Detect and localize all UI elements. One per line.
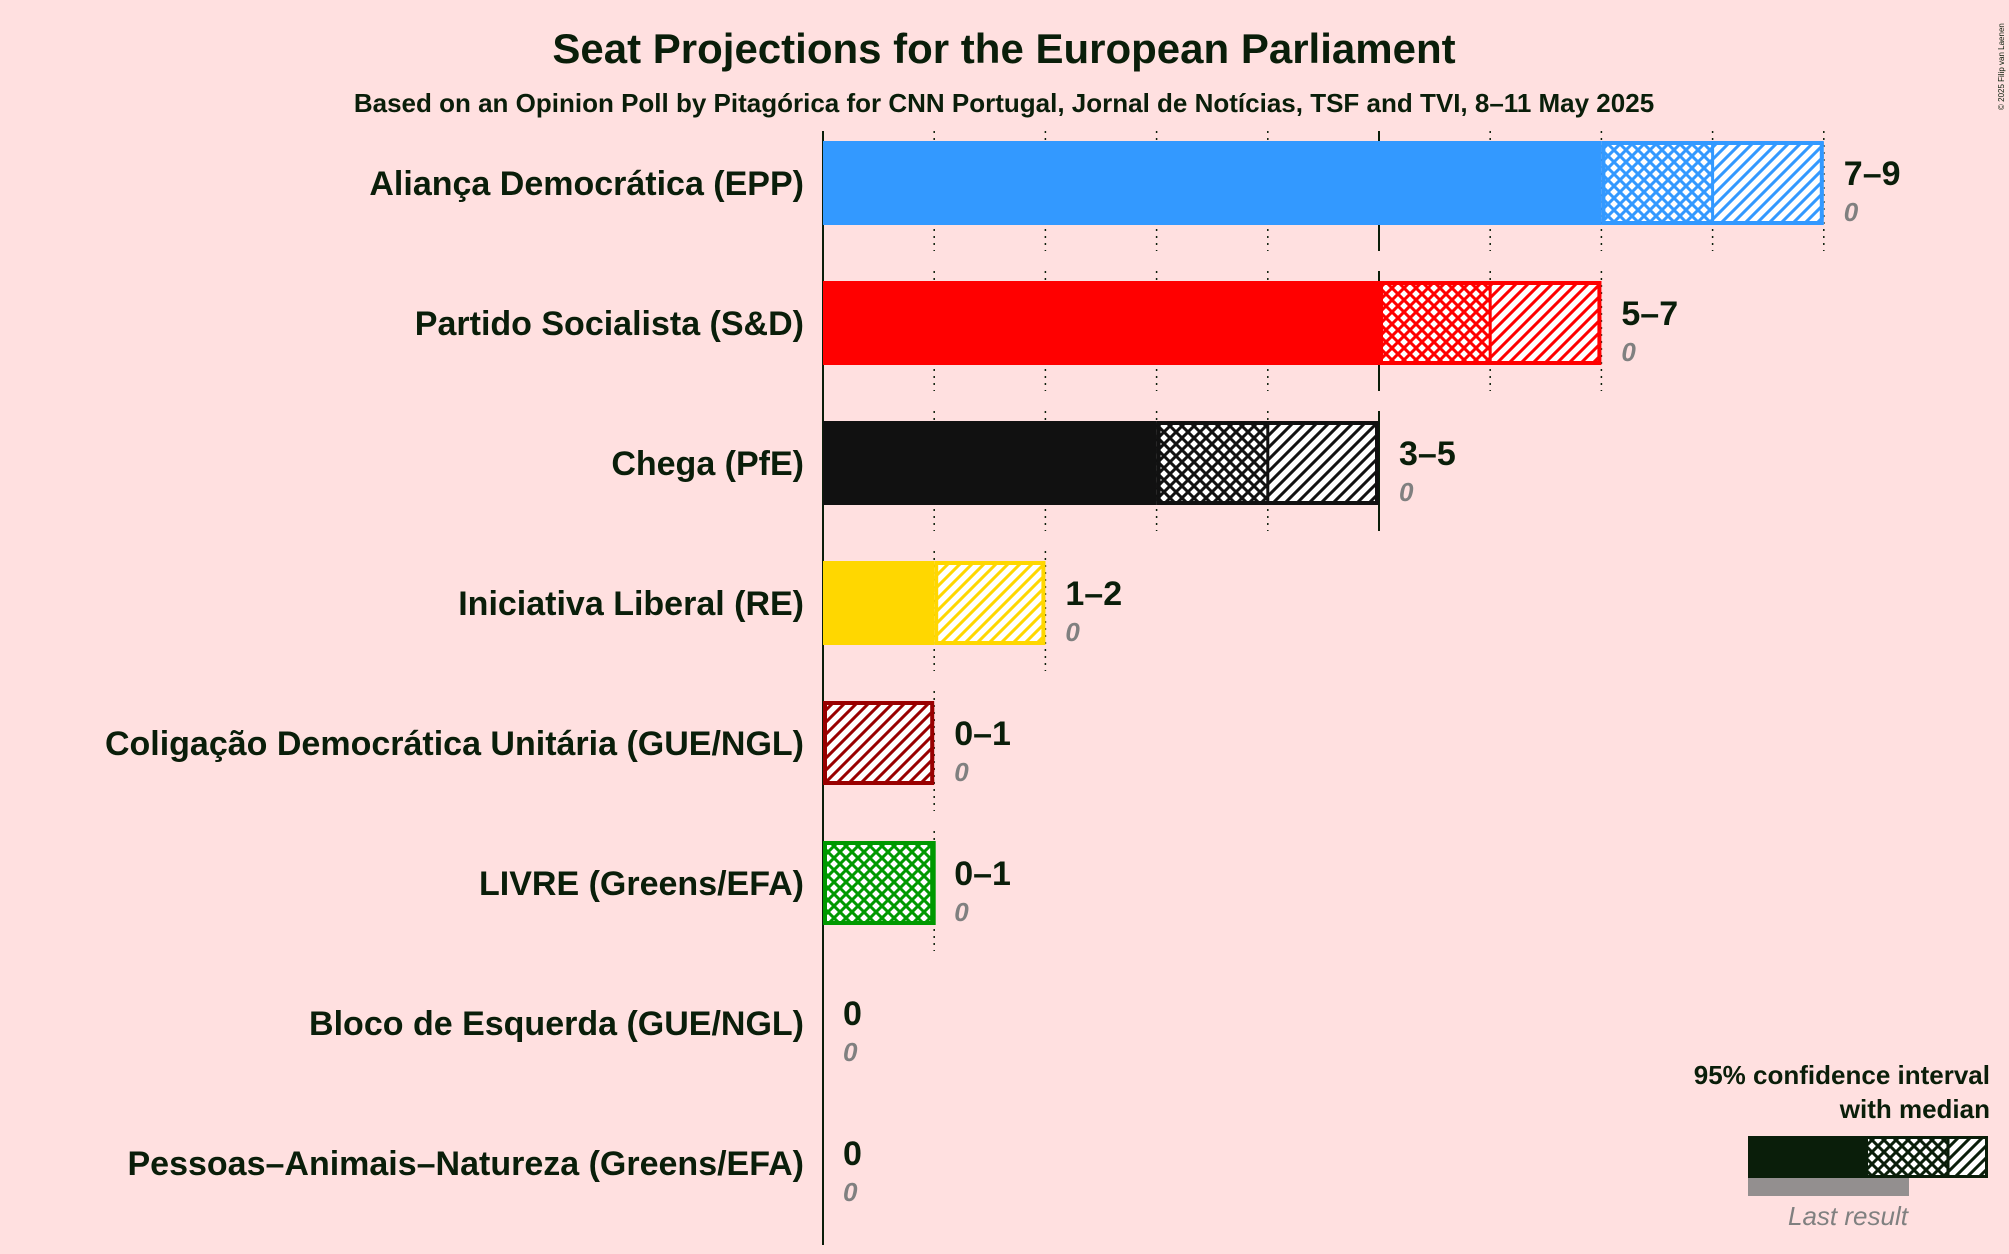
party-row: Chega (PfE) 3–5 0 [611,411,1456,531]
last-result-label: 0 [843,1177,858,1207]
range-label: 0 [843,1135,862,1173]
party-label: LIVRE (Greens/EFA) [479,865,804,903]
last-result-label: 0 [954,757,969,787]
last-result-label: 0 [1399,477,1414,507]
bar-outline [823,701,935,785]
party-row: Coligação Democrática Unitária (GUE/NGL)… [105,691,1011,811]
last-result-label: 0 [954,897,969,927]
legend-crosshatch [1868,1136,1948,1178]
bar-crosshatch [1601,141,1713,225]
legend-outline [1748,1136,1988,1178]
range-label: 0 [843,995,862,1033]
legend-title-line2: with median [1839,1094,1990,1124]
last-result-label: 0 [1844,197,1859,227]
bar-outline [823,841,935,925]
bar-hatch [1490,281,1602,365]
party-row: Partido Socialista (S&D) 5–7 0 [415,271,1678,391]
party-row: Aliança Democrática (EPP) 7–9 0 [369,131,1901,251]
legend-hatch [1948,1136,1988,1178]
range-label: 0–1 [954,715,1011,753]
bar-crosshatch [1379,281,1491,365]
party-row: Bloco de Esquerda (GUE/NGL) 0 0 [309,995,862,1067]
copyright-notice: © 2025 Filip van Laenen [1997,23,2006,110]
bar-solid [823,141,1602,225]
party-label: Iniciativa Liberal (RE) [458,585,804,623]
party-label: Pessoas–Animais–Natureza (Greens/EFA) [127,1145,804,1183]
bar-hatch [1712,141,1824,225]
last-result-label: 0 [1065,617,1080,647]
range-label: 5–7 [1621,295,1678,333]
party-row: LIVRE (Greens/EFA) 0–1 0 [479,831,1011,951]
party-label: Chega (PfE) [611,445,804,483]
bar-hatch [823,701,935,785]
party-label: Coligação Democrática Unitária (GUE/NGL) [105,725,804,763]
range-label: 7–9 [1844,155,1901,193]
last-result-label: 0 [843,1037,858,1067]
chart-title: Seat Projections for the European Parlia… [552,25,1455,72]
legend-solid [1748,1136,1868,1178]
legend-last-result-bar [1748,1178,1909,1196]
bar-hatch [1267,421,1379,505]
bar-crosshatch [823,841,935,925]
legend-last-result-label: Last result [1788,1201,1910,1231]
range-label: 3–5 [1399,435,1456,473]
bar-outline [934,561,1046,645]
range-label: 1–2 [1065,575,1122,613]
last-result-label: 0 [1621,337,1636,367]
bar-solid [823,421,1157,505]
bar-solid [823,281,1379,365]
party-label: Bloco de Esquerda (GUE/NGL) [309,1005,804,1043]
chart-subtitle: Based on an Opinion Poll by Pitagórica f… [354,88,1654,118]
party-label: Aliança Democrática (EPP) [369,165,804,203]
party-row: Iniciativa Liberal (RE) 1–2 0 [458,551,1122,671]
bar-hatch [934,561,1046,645]
party-row: Pessoas–Animais–Natureza (Greens/EFA) 0 0 [127,1135,861,1207]
legend: 95% confidence interval with median Last… [1694,1060,1990,1231]
legend-title-line1: 95% confidence interval [1694,1060,1990,1090]
range-label: 0–1 [954,855,1011,893]
bar-crosshatch [1156,421,1268,505]
party-label: Partido Socialista (S&D) [415,305,804,343]
bar-solid [823,561,935,645]
